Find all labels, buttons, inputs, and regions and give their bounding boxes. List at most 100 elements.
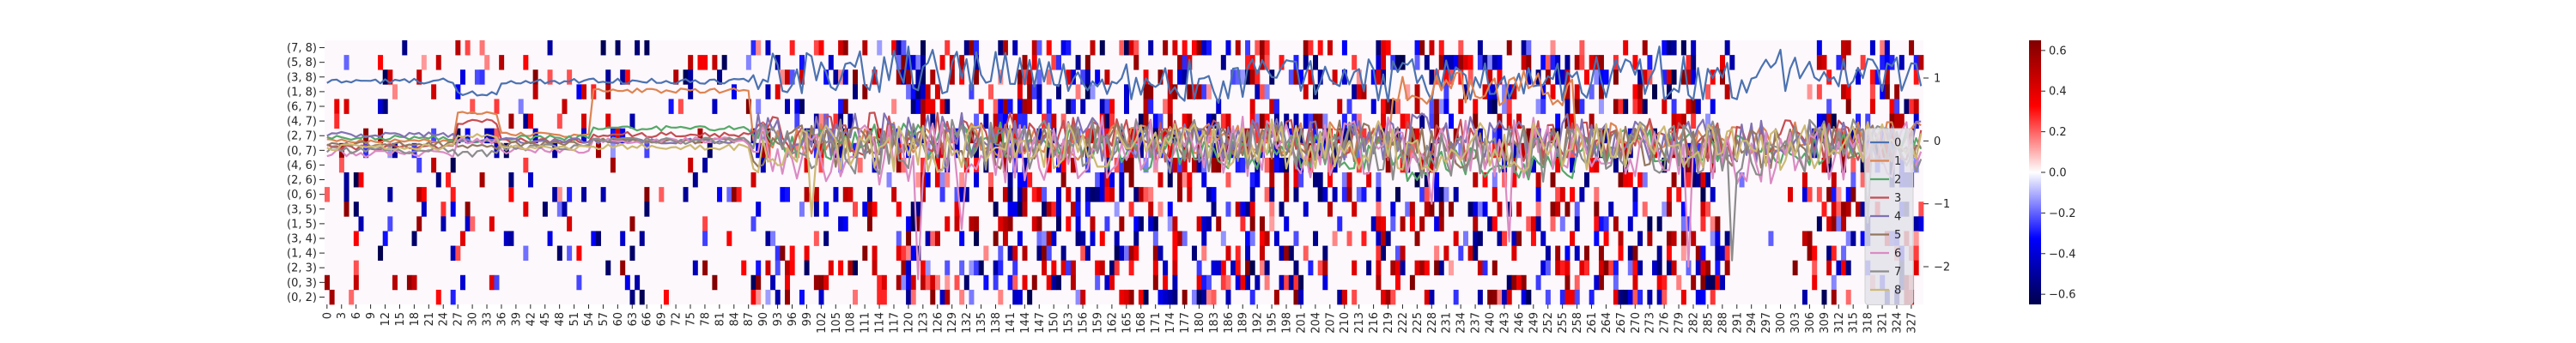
heatmap-cell <box>1104 142 1110 159</box>
column-tick-label: 45 <box>539 312 552 327</box>
heatmap-cell <box>1143 113 1149 129</box>
heatmap-cell <box>421 187 427 202</box>
heatmap-cell <box>1060 157 1066 173</box>
heatmap-cell <box>1788 187 1793 202</box>
row-tick-label: (3, 4) <box>287 233 317 246</box>
column-tick-label: 150 <box>1048 312 1061 334</box>
heatmap-cell <box>1317 260 1323 276</box>
column-tick-label: 279 <box>1674 312 1686 334</box>
heatmap-cell <box>1845 202 1851 217</box>
heatmap-cell <box>1152 216 1158 232</box>
heatmap-cell <box>1647 55 1653 70</box>
heatmap-cell <box>1012 202 1018 217</box>
heatmap-cell <box>1249 99 1255 114</box>
heatmap-cell <box>1337 289 1343 305</box>
heatmap-cell <box>1559 289 1565 305</box>
heatmap-cell <box>1376 40 1382 56</box>
heatmap-cell <box>998 128 1004 144</box>
heatmap-cell <box>1148 84 1154 99</box>
colorbar-tick-label: 0.2 <box>2049 126 2067 139</box>
heatmap-cell <box>1070 99 1076 114</box>
heatmap-cell <box>1133 245 1139 262</box>
heatmap-cell <box>1012 128 1018 144</box>
heatmap-cell <box>1671 99 1677 114</box>
heatmap-cell <box>1671 172 1677 188</box>
heatmap-cell <box>1598 99 1604 114</box>
column-tick-label: 132 <box>961 312 974 334</box>
heatmap-cell <box>1458 55 1464 70</box>
heatmap-cell <box>1022 99 1028 114</box>
heatmap-cell <box>1022 69 1028 85</box>
heatmap-cell <box>1051 274 1057 291</box>
heatmap-cell <box>906 260 912 276</box>
heatmap-cell <box>799 69 805 85</box>
heatmap-cell <box>853 260 859 276</box>
heatmap-cell <box>1831 202 1837 217</box>
heatmap-cell <box>1860 157 1866 173</box>
heatmap-cell <box>707 142 713 159</box>
heatmap-cell <box>1046 69 1052 85</box>
heatmap-cell <box>1376 172 1382 188</box>
heatmap-cell <box>343 187 349 202</box>
column-tick-label: 129 <box>946 312 959 334</box>
heatmap-cell <box>1695 245 1701 262</box>
heatmap-cell <box>1594 274 1600 291</box>
heatmap-cell <box>1497 142 1503 159</box>
heatmap-cell <box>1163 260 1169 276</box>
heatmap-cell <box>993 274 999 291</box>
heatmap-cell <box>353 172 359 188</box>
heatmap-cell <box>435 172 441 188</box>
column-tick-label: 258 <box>1571 312 1584 334</box>
heatmap-cell <box>1051 202 1057 217</box>
heatmap-cell <box>576 84 582 99</box>
heatmap-cell <box>489 216 495 232</box>
heatmap-cell <box>1138 113 1144 129</box>
heatmap-cell <box>1574 55 1580 70</box>
heatmap-cell <box>1002 113 1008 129</box>
heatmap-cell <box>1172 157 1178 173</box>
column-tick-label: 180 <box>1194 312 1206 334</box>
heatmap-cell <box>446 172 452 188</box>
heatmap-cell <box>527 172 533 188</box>
column-tick-label: 249 <box>1528 312 1540 334</box>
heatmap-cell <box>934 274 940 291</box>
heatmap-cell <box>1710 216 1716 232</box>
heatmap-cell <box>683 69 689 85</box>
column-tick-label: 252 <box>1542 312 1555 334</box>
heatmap-cell <box>1303 113 1309 129</box>
heatmap-cell <box>1526 69 1532 85</box>
heatmap-cell <box>1618 245 1624 262</box>
heatmap-cell <box>974 157 980 173</box>
heatmap-cell <box>1632 187 1638 202</box>
heatmap-cell <box>581 84 587 99</box>
heatmap-cell <box>930 113 936 129</box>
heatmap-cell <box>1182 157 1188 173</box>
heatmap-cell <box>416 157 422 173</box>
heatmap-cell <box>1133 231 1139 246</box>
heatmap-cell <box>1710 274 1716 291</box>
heatmap-cell <box>1225 113 1231 129</box>
heatmap-cell <box>639 289 645 305</box>
column-tick-label: 267 <box>1615 312 1628 334</box>
heatmap-cell <box>838 216 844 232</box>
heatmap-cell <box>775 245 781 262</box>
legend-label: 3 <box>1894 192 1901 205</box>
heatmap-cell <box>1046 202 1052 217</box>
heatmap-cell <box>1143 99 1149 114</box>
heatmap-cell <box>1036 128 1042 144</box>
heatmap-cell <box>1473 113 1479 129</box>
heatmap-cell <box>1245 260 1251 276</box>
heatmap-cell <box>1894 84 1900 99</box>
heatmap-cell <box>920 84 927 99</box>
heatmap-cell <box>1167 113 1173 129</box>
heatmap-cell <box>866 202 872 217</box>
heatmap-cell <box>1066 187 1072 202</box>
heatmap-cell <box>1816 84 1822 99</box>
heatmap-cell <box>474 69 480 85</box>
heatmap-cell <box>1376 187 1382 202</box>
heatmap-cell <box>872 202 878 217</box>
heatmap-cell <box>1095 274 1101 291</box>
heatmap-cell <box>1511 274 1517 291</box>
heatmap-cell <box>1288 274 1294 291</box>
column-tick-label: 75 <box>685 312 698 327</box>
